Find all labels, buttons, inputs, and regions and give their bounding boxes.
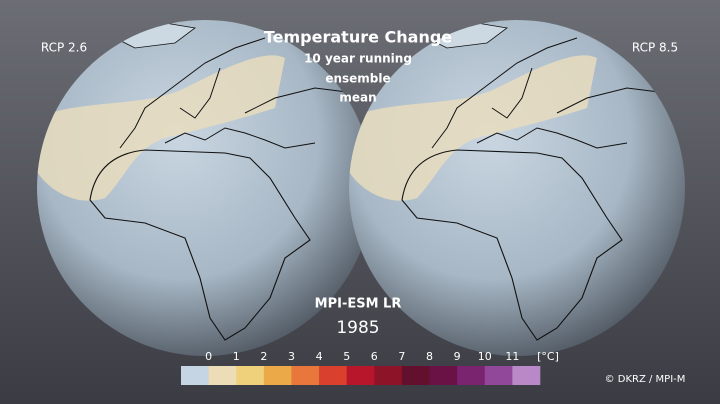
tick-label: 3 [288,350,295,363]
color-box [457,366,486,385]
tick-label: 10 [478,350,492,363]
color-box [181,366,209,385]
tick-label: 2 [260,350,267,363]
tick-label: 8 [426,350,433,363]
color-box [291,366,320,385]
color-box [263,366,292,385]
color-box [429,366,458,385]
color-box [374,366,403,385]
subtitle: mean [339,91,376,105]
color-box [346,366,375,385]
tick-label: 7 [398,350,405,363]
tick-label: 1 [233,350,240,363]
tick-label: 5 [343,350,350,363]
credit: © DKRZ / MPI-M [605,374,686,385]
colorbar: 0 1 2 3 4 5 6 7 8 9 10 11 [°C] [181,350,559,385]
unit-label: [°C] [537,350,559,363]
color-box [208,366,237,385]
tick-label: 0 [205,350,212,363]
color-box [484,366,513,385]
color-box [319,366,347,385]
tick-label: 4 [316,350,323,363]
subtitle: 10 year running [304,52,412,66]
subtitle: ensemble [325,72,390,86]
color-box [401,366,430,385]
scenario-label: RCP 2.6 [41,41,87,55]
tick-label: 11 [505,350,519,363]
color-box [512,366,541,385]
tick-label: 6 [371,350,378,363]
model-name: MPI-ESM LR [315,297,402,312]
title: Temperature Change [264,28,452,47]
year: 1985 [336,318,379,338]
tick-label: 9 [454,350,461,363]
scenario-label: RCP 8.5 [632,41,678,55]
color-box [236,366,265,385]
